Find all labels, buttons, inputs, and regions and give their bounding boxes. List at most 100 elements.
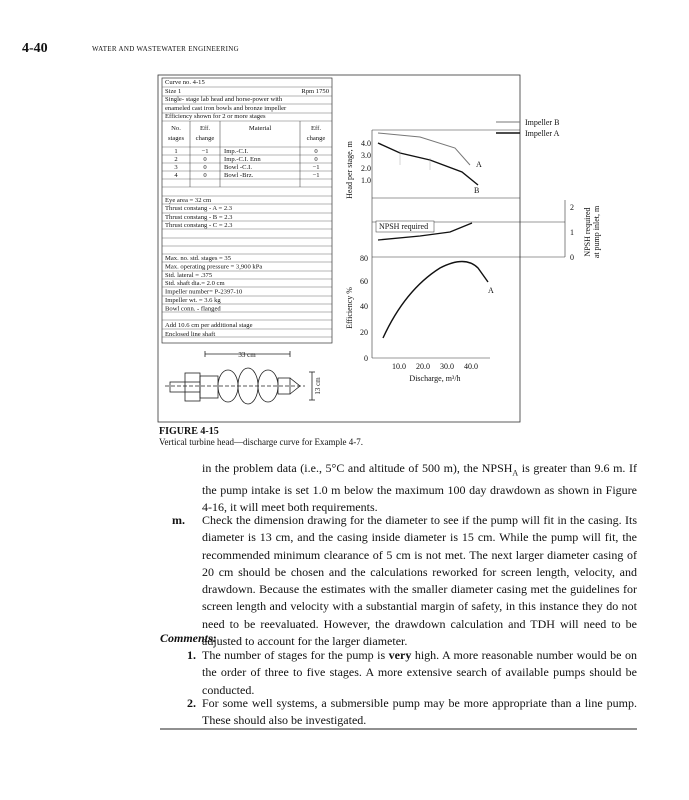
npsh-curve	[377, 222, 473, 241]
info-text: Std. lateral = .375	[165, 272, 213, 279]
axis-label: Efficiency %	[345, 287, 354, 329]
table-cell: −1	[312, 164, 319, 171]
info-text: Bowl conn. - flanged	[165, 305, 221, 312]
subscript: A	[512, 468, 519, 478]
axis-label: Head per stage, m	[345, 140, 354, 199]
table-header: Eff.	[200, 125, 210, 132]
tick-label: 0	[570, 253, 574, 262]
info-text: Thrust constang - C = 2.3	[165, 222, 233, 229]
tick-label: 4.0	[361, 139, 371, 148]
info-text: Max. no. std. stages = 35	[165, 255, 232, 262]
info-text: Impeller wt. = 3.6 kg	[165, 297, 221, 304]
axis-label: NPSH required	[583, 207, 592, 256]
table-cell: 0	[314, 156, 318, 163]
text: For some well systems, a submersible pum…	[202, 696, 637, 728]
legend-label: Impeller A	[525, 129, 560, 138]
table-cell: −1	[201, 148, 208, 155]
info-text: Thrust constang - A = 2.3	[165, 205, 233, 212]
tick-label: 1	[570, 228, 574, 237]
table-header: change	[307, 135, 326, 142]
table-header: Eff.	[311, 125, 321, 132]
list-marker: m.	[172, 513, 185, 527]
info-text: Impeller number= P-2397-10	[165, 289, 243, 296]
paragraph: Check the dimension drawing for the diam…	[202, 513, 637, 649]
info-text: Std. shaft dia.= 2.0 cm	[165, 280, 225, 287]
table-cell: 3	[174, 164, 178, 171]
efficiency-curve	[382, 260, 489, 339]
tick-label: 2	[570, 203, 574, 212]
table-header: No.	[171, 125, 181, 132]
info-text: Size 1	[165, 88, 181, 95]
head-curves	[377, 132, 479, 186]
table-header: change	[196, 135, 215, 142]
tick-label: 30.0	[440, 362, 454, 371]
tick-label: 10.0	[392, 362, 406, 371]
info-text: Rpm 1750	[301, 88, 329, 95]
figure-caption: Vertical turbine head—discharge curve fo…	[159, 437, 363, 447]
figure-frame	[157, 74, 521, 423]
table-cell: Imp.-C.I.	[224, 148, 249, 155]
info-text: Single- stage lab head and horse-power w…	[165, 96, 283, 103]
table-cell: 0	[203, 156, 207, 163]
info-rules	[162, 86, 332, 338]
pump-drawing	[165, 351, 315, 405]
table-cell: 4	[174, 172, 178, 179]
paragraph: in the problem data (i.e., 5°C and altit…	[202, 460, 637, 516]
npsh-label-box	[375, 220, 435, 233]
curve-label: A	[476, 160, 482, 169]
table-cell: 1	[174, 148, 177, 155]
info-text: Max. operating pressure = 3,900 kPa	[165, 263, 262, 270]
text: is greater than 9.6 m. If the pump intak…	[202, 461, 637, 514]
table-cell: 0	[203, 172, 207, 179]
text: high. A more reasonable number would be …	[202, 648, 637, 697]
table-cell: Imp.-C.I. Enn	[224, 156, 261, 163]
curve-label: NPSH required	[379, 222, 428, 231]
heading: Comments:	[160, 631, 217, 645]
page-number: 4-40	[22, 41, 48, 56]
tick-label: 40.0	[464, 362, 478, 371]
bold-text: very	[388, 648, 412, 662]
axis-label: Discharge, m³/h	[409, 374, 460, 383]
info-box	[161, 77, 333, 344]
table-header: stages	[168, 135, 185, 142]
list-marker: 2.	[187, 696, 196, 710]
list-marker: 1.	[187, 648, 196, 662]
dimension-label: 13 cm	[314, 377, 322, 395]
tick-label: 60	[360, 277, 368, 286]
info-text: Add 10.6 cm per additional stage	[165, 322, 253, 329]
dimension-label: 33 cm	[238, 351, 256, 359]
axis-label: at pump inlet, m	[592, 205, 601, 258]
tick-label: 3.0	[361, 151, 371, 160]
plot-frame	[371, 129, 566, 359]
table-cell: Bowl -C.I.	[224, 164, 252, 171]
legend-label: Impeller B	[525, 118, 559, 127]
paragraph: The number of stages for the pump is ver…	[202, 647, 637, 699]
tick-label: 2.0	[361, 164, 371, 173]
table-header: Material	[249, 125, 272, 132]
info-text: Efficiency shown for 2 or more stages	[165, 113, 266, 120]
curve-label: A	[488, 286, 494, 295]
tick-label: 40	[360, 302, 368, 311]
curve-label: B	[474, 186, 479, 195]
info-text: Thrust constang - B = 2.3	[165, 214, 233, 221]
info-text: Enclosed line shaft	[165, 331, 215, 338]
tick-label: 80	[360, 254, 368, 263]
table-cell: −1	[312, 172, 319, 179]
table-cell: 2	[174, 156, 177, 163]
table-cell: 0	[203, 164, 207, 171]
text: The number of stages for the pump is	[202, 648, 389, 662]
paragraph: For some well systems, a submersible pum…	[202, 695, 637, 730]
info-text: enameled cast iron bowls and bronze impe…	[165, 105, 287, 112]
info-text: Eye area = 32 cm	[165, 197, 212, 204]
running-title: WATER AND WASTEWATER ENGINEERING	[92, 45, 239, 53]
tick-label: 20	[360, 328, 368, 337]
tick-label: 0	[364, 354, 368, 363]
table-cell: 0	[314, 148, 318, 155]
text: in the problem data (i.e., 5°C and altit…	[202, 461, 513, 475]
table-body: 1 −1 Imp.-C.I. 0 2 0 Imp.-C.I. Enn 0 3 0 Bowl -C.I…	[174, 148, 319, 179]
